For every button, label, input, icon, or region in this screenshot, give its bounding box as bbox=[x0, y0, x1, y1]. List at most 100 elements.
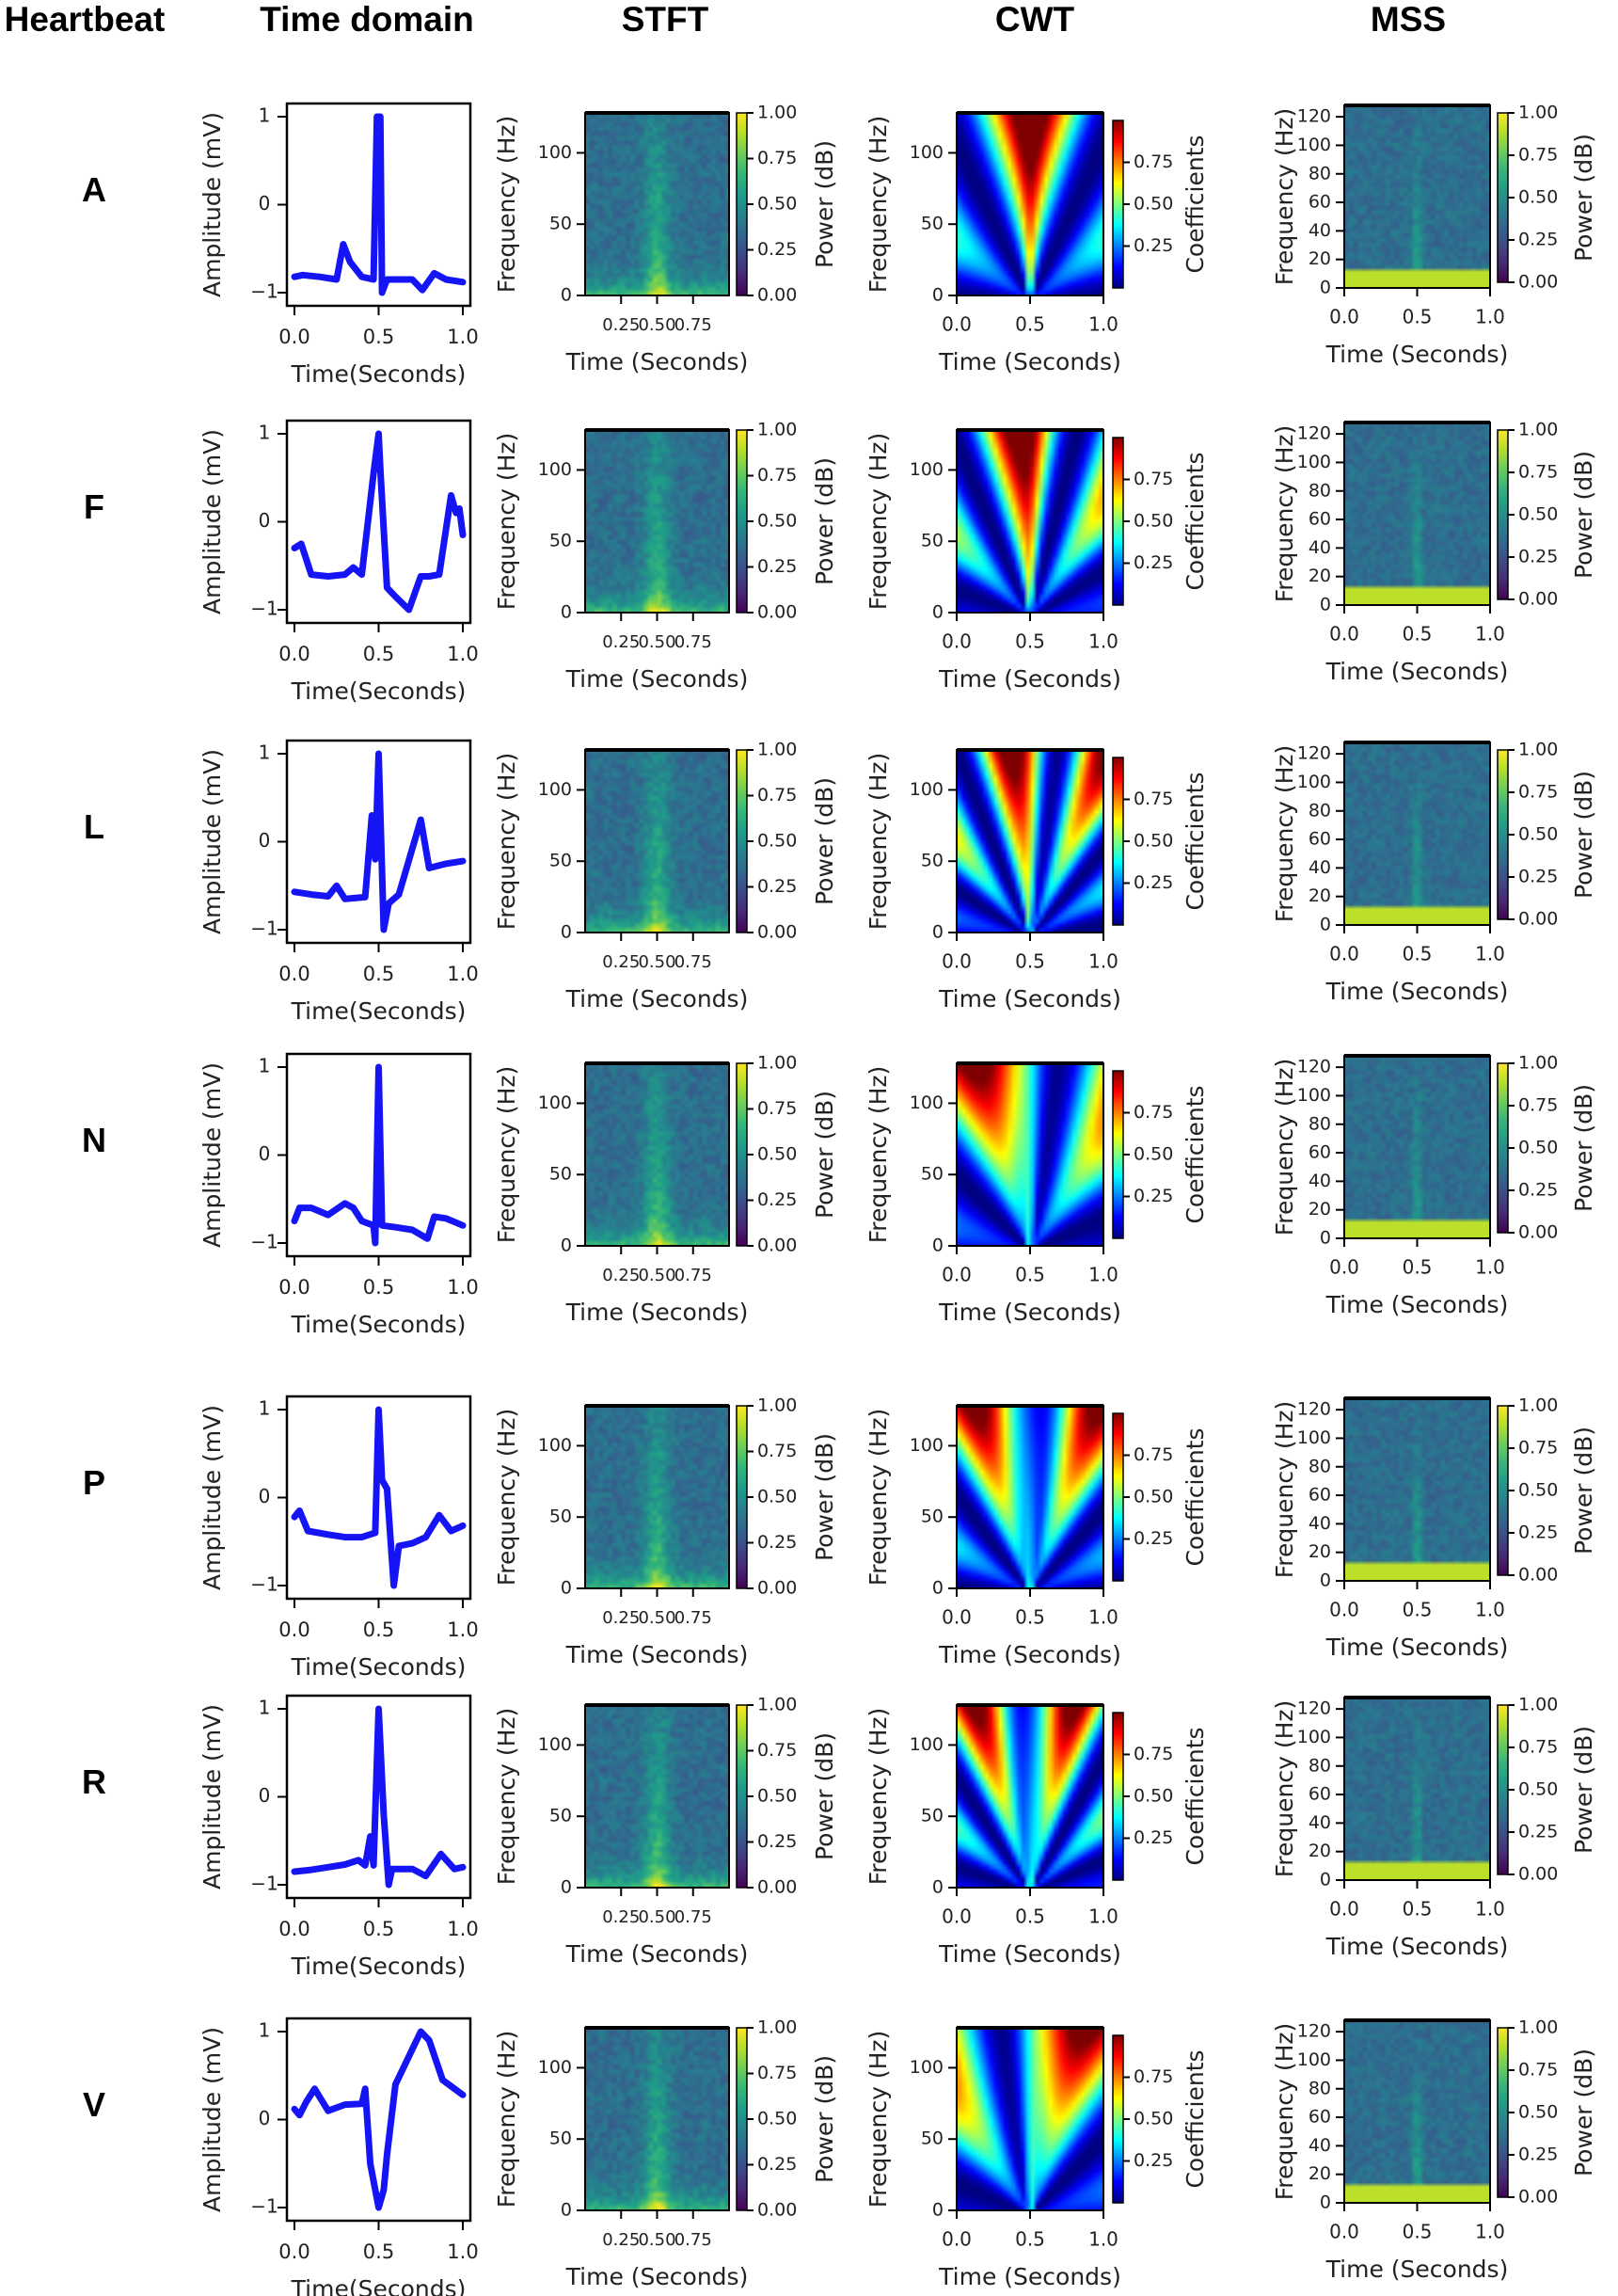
x-tick-label: 0.0 bbox=[1329, 1256, 1359, 1279]
colorbar bbox=[736, 429, 748, 614]
colorbar-tick-label: 0.00 bbox=[757, 285, 797, 306]
x-tick-label: 1.0 bbox=[1088, 1905, 1118, 1928]
x-tick-label: 0.50 bbox=[638, 632, 675, 652]
colorbar-tick-label: 0.25 bbox=[1518, 1180, 1558, 1201]
y-tick-label: 0 bbox=[561, 1877, 572, 1898]
x-tick-label: 0.5 bbox=[363, 963, 394, 985]
x-tick-label: 1.0 bbox=[447, 2240, 478, 2263]
y-axis-label: Amplitude (mV) bbox=[198, 112, 226, 297]
y-tick-label: 50 bbox=[549, 1806, 572, 1826]
x-axis-label: Time (Seconds) bbox=[1325, 1933, 1509, 1960]
y-tick-label: 0 bbox=[259, 1142, 271, 1165]
colorbar-tick-label: 0.25 bbox=[757, 876, 797, 897]
stft-heatmap bbox=[585, 430, 729, 613]
y-tick-label: 100 bbox=[1297, 2049, 1331, 2070]
time-domain-axes bbox=[285, 2017, 472, 2223]
x-tick-label: 1.0 bbox=[1088, 313, 1118, 336]
cwt-axes bbox=[956, 1405, 1104, 1589]
y-tick-label: 60 bbox=[1309, 1485, 1331, 1506]
x-axis-label: Time (Seconds) bbox=[1325, 341, 1509, 368]
y-tick-label: 0 bbox=[1320, 915, 1331, 935]
y-tick-label: −1 bbox=[250, 1873, 278, 1895]
colorbar-tick-label: 0.50 bbox=[1518, 187, 1558, 208]
colorbar-tick-label: 0.50 bbox=[757, 194, 797, 215]
x-tick-label: 0.5 bbox=[1403, 623, 1433, 646]
colorbar bbox=[1112, 1412, 1124, 1582]
colorbar-tick-label: 0.75 bbox=[1134, 151, 1173, 172]
heartbeat-label: N bbox=[82, 1121, 106, 1159]
header-stft: STFT bbox=[621, 0, 709, 39]
stft-axes bbox=[584, 112, 730, 296]
y-axis-label: Amplitude (mV) bbox=[198, 1062, 226, 1248]
colorbar-label: Power (dB) bbox=[1570, 1084, 1597, 1212]
colorbar-tick-label: 0.25 bbox=[1518, 2145, 1558, 2165]
x-axis-label: Time(Seconds) bbox=[291, 360, 467, 388]
x-tick-label: 0.0 bbox=[942, 313, 972, 336]
colorbar-tick-label: 0.25 bbox=[757, 239, 797, 260]
colorbar-tick-label: 0.75 bbox=[1134, 1744, 1173, 1764]
x-axis-label: Time (Seconds) bbox=[1325, 1291, 1509, 1318]
cwt-axes bbox=[956, 112, 1104, 296]
y-tick-label: 50 bbox=[921, 214, 944, 234]
x-tick-label: 1.0 bbox=[447, 1918, 478, 1940]
colorbar bbox=[1112, 437, 1124, 606]
x-tick-label: 1.0 bbox=[447, 326, 478, 348]
stft-axes bbox=[584, 749, 730, 933]
y-tick-label: 40 bbox=[1309, 2135, 1331, 2156]
x-tick-label: 0.5 bbox=[1015, 313, 1045, 336]
colorbar-tick-label: 0.50 bbox=[757, 1786, 797, 1807]
y-tick-label: 20 bbox=[1309, 1541, 1331, 1562]
y-tick-label: 80 bbox=[1309, 2078, 1331, 2098]
colorbar-tick-label: 0.75 bbox=[1518, 1438, 1558, 1459]
colorbar-label: Power (dB) bbox=[1570, 1427, 1597, 1555]
colorbar-label: Power (dB) bbox=[1570, 771, 1597, 899]
colorbar bbox=[1112, 1712, 1124, 1881]
x-axis-label: Time(Seconds) bbox=[291, 1311, 467, 1338]
y-tick-label: 20 bbox=[1309, 2163, 1331, 2184]
colorbar-tick-label: 0.00 bbox=[757, 1578, 797, 1599]
colorbar-label: Power (dB) bbox=[1570, 2049, 1597, 2176]
x-tick-label: 0.5 bbox=[1403, 306, 1433, 328]
x-tick-label: 0.75 bbox=[674, 952, 712, 972]
colorbar-label: Power (dB) bbox=[811, 777, 838, 905]
colorbar-tick-label: 0.25 bbox=[757, 1532, 797, 1553]
y-tick-label: 0 bbox=[259, 192, 271, 215]
mss-axes bbox=[1343, 2019, 1491, 2204]
x-axis-label: Time (Seconds) bbox=[938, 1299, 1121, 1326]
y-tick-label: 1 bbox=[259, 2019, 271, 2042]
ecg-line-V bbox=[291, 2028, 467, 2211]
header-cwt: CWT bbox=[994, 0, 1075, 39]
x-axis-label: Time (Seconds) bbox=[938, 1641, 1121, 1668]
heartbeat-label: R bbox=[82, 1762, 106, 1801]
header-time-domain: Time domain bbox=[260, 0, 474, 39]
y-tick-label: 120 bbox=[1297, 1698, 1331, 1719]
colorbar-tick-label: 0.00 bbox=[1518, 2187, 1558, 2208]
y-tick-label: 0 bbox=[259, 2107, 271, 2129]
colorbar-label: Power (dB) bbox=[811, 140, 838, 268]
y-tick-label: 60 bbox=[1309, 192, 1331, 213]
colorbar-tick-label: 0.25 bbox=[757, 556, 797, 577]
colorbar-tick-label: 0.50 bbox=[757, 1144, 797, 1165]
colorbar bbox=[736, 1405, 748, 1589]
colorbar-tick-label: 0.50 bbox=[757, 511, 797, 532]
ecg-line-F bbox=[291, 430, 467, 614]
x-tick-label: 1.0 bbox=[1475, 2221, 1505, 2243]
x-tick-label: 0.5 bbox=[363, 1276, 394, 1299]
y-tick-label: 80 bbox=[1309, 1755, 1331, 1776]
colorbar-tick-label: 0.75 bbox=[1518, 145, 1558, 166]
colorbar bbox=[1112, 757, 1124, 926]
x-tick-label: 0.5 bbox=[363, 1918, 394, 1940]
colorbar-tick-label: 0.00 bbox=[1518, 589, 1558, 610]
colorbar bbox=[1497, 749, 1509, 920]
x-tick-label: 1.0 bbox=[1088, 2228, 1118, 2251]
colorbar-tick-label: 0.75 bbox=[1134, 789, 1173, 809]
y-tick-label: 0 bbox=[561, 602, 572, 623]
y-axis-label: Amplitude (mV) bbox=[198, 1704, 226, 1889]
colorbar-tick-label: 1.00 bbox=[1518, 103, 1558, 123]
colorbar-tick-label: 1.00 bbox=[757, 420, 797, 440]
mss-axes bbox=[1343, 104, 1491, 289]
x-tick-label: 0.25 bbox=[602, 1907, 640, 1927]
y-tick-label: 50 bbox=[549, 1164, 572, 1185]
y-tick-label: 0 bbox=[932, 922, 944, 943]
y-tick-label: 20 bbox=[1309, 566, 1331, 586]
